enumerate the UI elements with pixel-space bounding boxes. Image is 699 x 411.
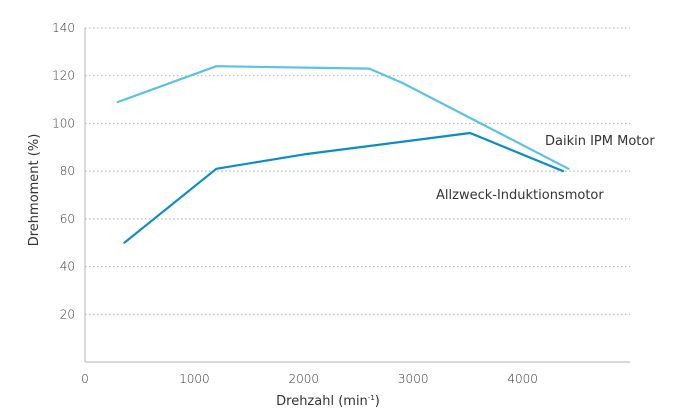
x-axis-title: Drehzahl (min-1) [276,394,380,409]
x-axis-title-prefix: Drehzahl (min [276,394,368,409]
y-tick-label-140: 140 [52,21,75,35]
axes [84,28,630,363]
y-tick-label-120: 120 [52,69,75,83]
y-tick-label-20: 20 [60,307,75,321]
series-lines [116,65,570,244]
x-axis-title-superscript: -1 [368,394,375,402]
x-tick-label-4000: 4000 [507,372,538,386]
x-tick-label-3000: 3000 [398,372,429,386]
y-tick-labels: 20 40 60 80 100 120 140 [52,21,75,321]
series-line-0 [116,65,570,170]
x-tick-label-0: 0 [81,372,89,386]
x-tick-label-2000: 2000 [289,372,320,386]
y-tick-label-100: 100 [52,116,75,130]
series-label-daikin-ipm: Daikin IPM Motor [545,134,655,149]
grid-lines [85,27,630,315]
x-tick-labels: 0 1000 2000 3000 4000 [81,372,538,386]
series-line-1 [123,131,565,244]
y-axis-title: Drehmoment (%) [27,134,42,247]
y-tick-label-60: 60 [60,212,75,226]
x-tick-label-1000: 1000 [179,372,210,386]
x-axis-title-suffix: ) [375,394,380,409]
series-label-induktionsmotor: Allzweck-Induktionsmotor [436,188,604,203]
y-tick-label-80: 80 [60,164,75,178]
y-tick-label-40: 40 [60,260,75,274]
